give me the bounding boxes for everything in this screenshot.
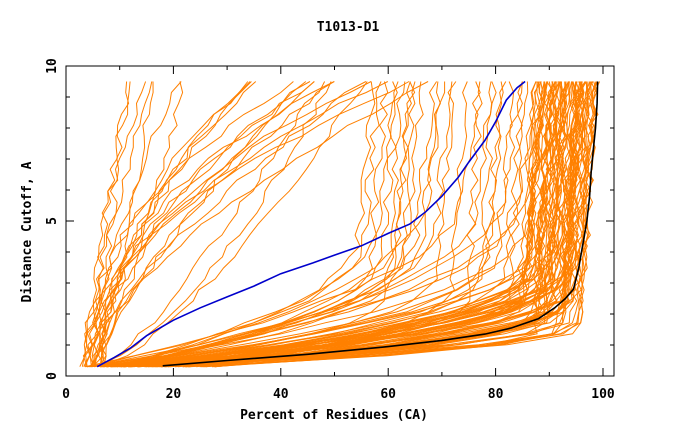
model-curve bbox=[79, 81, 367, 367]
model-curve bbox=[89, 81, 154, 367]
model-curve bbox=[127, 81, 573, 368]
model-curve bbox=[215, 81, 553, 368]
x-tick-label: 20 bbox=[166, 387, 182, 402]
model-curve bbox=[140, 81, 591, 368]
y-tick-labels: 0 5 10 bbox=[45, 58, 60, 380]
model-curve bbox=[84, 81, 481, 368]
model-curve bbox=[97, 81, 368, 368]
highlight-curve-blue-model bbox=[96, 80, 526, 368]
model-curve bbox=[90, 81, 507, 368]
highlighted-curves bbox=[96, 80, 599, 368]
model-curve bbox=[90, 81, 131, 367]
model-curve bbox=[108, 81, 389, 368]
model-curve bbox=[112, 81, 376, 368]
model-curve bbox=[161, 81, 546, 368]
model-curve bbox=[116, 81, 382, 368]
model-curve bbox=[105, 81, 537, 368]
model-curve bbox=[124, 81, 523, 368]
model-curve bbox=[87, 81, 251, 367]
model-curve bbox=[82, 81, 315, 367]
x-tick-label: 100 bbox=[591, 387, 615, 402]
model-curve bbox=[113, 81, 468, 368]
model-curve bbox=[160, 81, 578, 368]
model-curve bbox=[124, 81, 504, 368]
model-curve bbox=[125, 81, 416, 368]
model-curve bbox=[211, 81, 598, 368]
model-curve bbox=[204, 81, 601, 368]
model-curve-bundle bbox=[79, 81, 601, 368]
x-tick-label: 80 bbox=[488, 387, 504, 402]
model-curve bbox=[92, 81, 429, 367]
x-tick-label: 40 bbox=[273, 387, 289, 402]
model-curve bbox=[94, 81, 453, 368]
model-curve bbox=[116, 81, 590, 368]
model-curve bbox=[106, 81, 497, 368]
chart-title: T1013-D1 bbox=[317, 20, 380, 35]
model-curve bbox=[125, 81, 557, 368]
model-curve bbox=[94, 81, 311, 367]
model-curve bbox=[128, 81, 583, 368]
y-tick-label: 5 bbox=[45, 217, 60, 225]
model-curve bbox=[81, 81, 410, 367]
model-curve bbox=[100, 81, 326, 368]
axis-ticks bbox=[65, 65, 614, 377]
x-axis-label: Percent of Residues (CA) bbox=[240, 408, 428, 423]
model-curve bbox=[148, 81, 579, 368]
x-tick-labels: 0 20 40 60 80 100 bbox=[62, 387, 615, 402]
y-tick-label: 10 bbox=[45, 58, 60, 74]
model-curve bbox=[93, 81, 315, 367]
highlight-curve-black-model bbox=[162, 81, 599, 367]
model-curve bbox=[114, 81, 416, 368]
model-curve bbox=[129, 81, 597, 368]
model-curve bbox=[91, 81, 182, 367]
x-tick-label: 60 bbox=[380, 387, 396, 402]
model-curve bbox=[123, 81, 561, 368]
model-curve bbox=[100, 81, 537, 368]
model-curve bbox=[120, 81, 586, 368]
y-tick-label: 0 bbox=[45, 372, 60, 380]
model-curve bbox=[103, 81, 579, 368]
model-curve bbox=[92, 81, 398, 368]
y-axis-label: Distance Cutoff, A bbox=[20, 161, 35, 302]
model-curve bbox=[133, 81, 547, 368]
model-curve bbox=[99, 81, 372, 367]
model-curve bbox=[131, 81, 546, 368]
model-curve bbox=[214, 81, 585, 368]
model-curve bbox=[104, 81, 399, 368]
model-curve bbox=[106, 81, 406, 368]
model-curve bbox=[121, 81, 446, 368]
model-curve bbox=[114, 81, 515, 368]
model-curve bbox=[129, 81, 590, 368]
model-curve bbox=[98, 81, 335, 367]
model-curve bbox=[109, 81, 457, 368]
model-curve bbox=[187, 81, 569, 368]
x-tick-label: 0 bbox=[62, 387, 70, 402]
model-curve bbox=[117, 81, 441, 368]
